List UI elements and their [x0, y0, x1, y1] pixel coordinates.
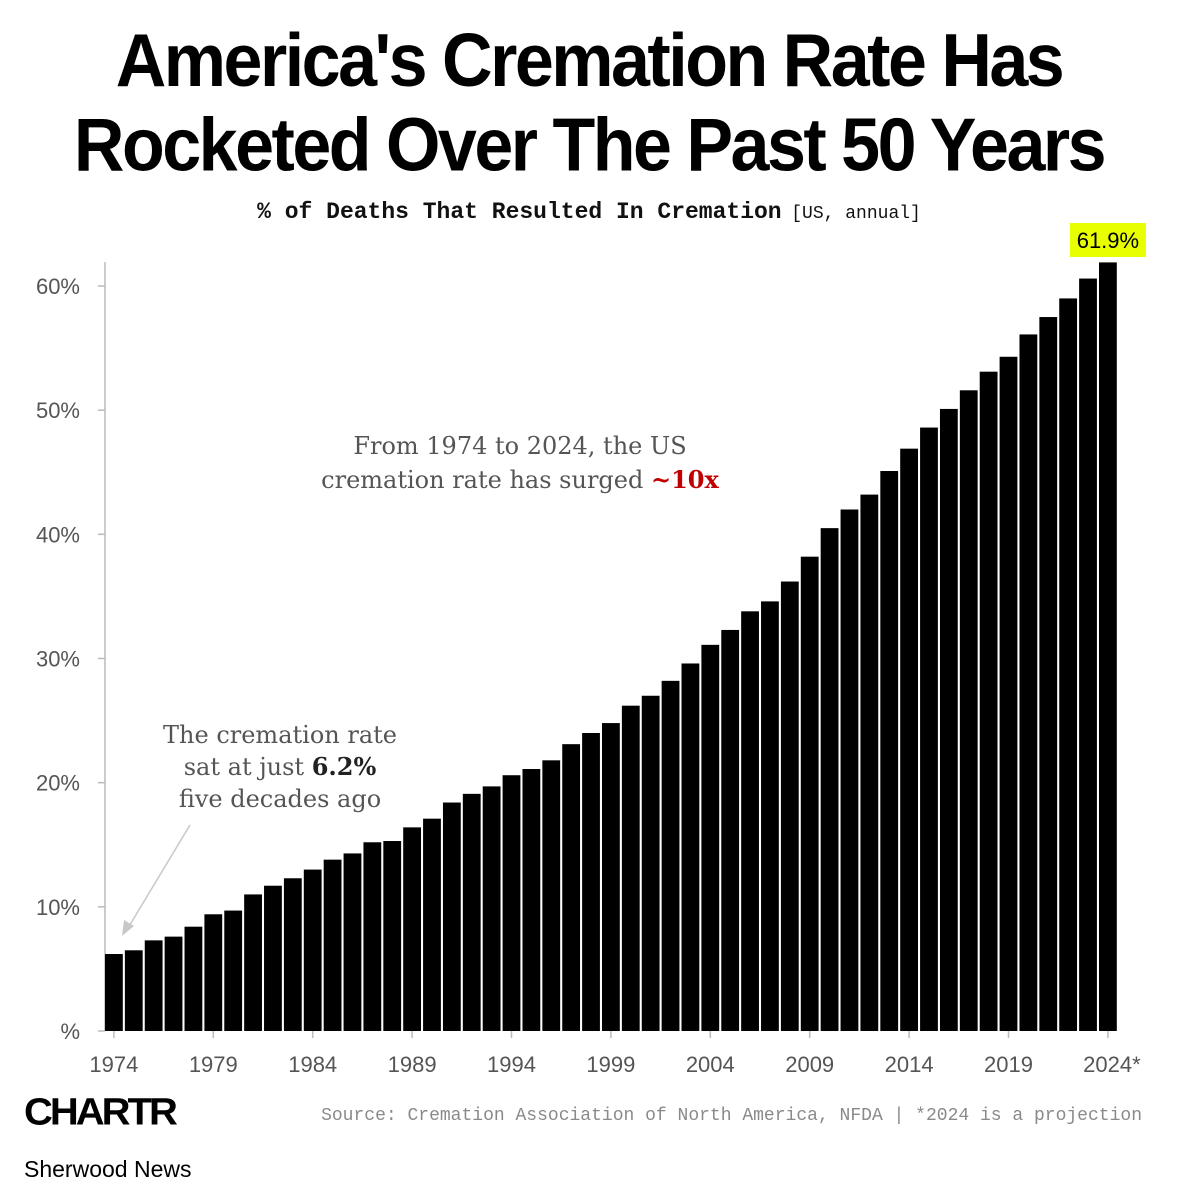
bar-1992	[462, 793, 481, 1031]
bar-group	[105, 262, 1117, 1032]
bar-1988	[383, 841, 402, 1031]
bar-2012	[860, 494, 879, 1032]
bar-1991	[442, 802, 461, 1031]
bar-2009	[800, 556, 819, 1031]
bar-2016	[939, 408, 958, 1031]
bar-1975	[124, 950, 143, 1031]
mid-annotation-line-1: From 1974 to 2024, the US	[353, 432, 686, 460]
left-annotation-line-3: five decades ago	[179, 785, 381, 813]
logo-text: CHARTR	[24, 1091, 178, 1133]
x-tick-label: 2009	[785, 1052, 834, 1077]
bar-2008	[780, 581, 799, 1031]
bar-2013	[880, 471, 899, 1031]
title-line-2: Rocketed Over The Past 50 Years	[73, 102, 1107, 187]
bar-2005	[721, 629, 740, 1031]
x-tick-label: 2019	[984, 1052, 1033, 1077]
y-tick-label: 50%	[36, 398, 80, 423]
chart-subtitle: % of Deaths That Resulted In Cremation […	[0, 199, 1178, 225]
bar-2018	[979, 371, 998, 1031]
mid-annotation-highlight: ~10x	[651, 465, 720, 494]
y-tick-label: 30%	[36, 647, 80, 672]
bar-1990	[423, 818, 441, 1031]
annotation-arrow-line	[127, 824, 191, 929]
chartr-logo: CHARTR	[24, 1091, 178, 1134]
y-tick-group: % 10% 20% 30% 40% 50% 60%	[36, 274, 105, 1044]
x-tick-label: 2014	[885, 1052, 934, 1077]
bar-2003	[681, 663, 700, 1031]
bar-2017	[959, 390, 978, 1031]
bar-2011	[840, 509, 859, 1031]
bar-1979	[204, 914, 223, 1031]
bar-1994	[502, 775, 521, 1031]
bar-2019	[999, 356, 1018, 1031]
annotation-arrow-head	[122, 920, 134, 936]
bar-1995	[522, 769, 541, 1031]
y-tick-label: 10%	[36, 895, 80, 920]
bar-1974	[105, 954, 123, 1031]
y-tick-label: 60%	[36, 274, 80, 299]
bar-1993	[482, 786, 501, 1031]
bar-1983	[283, 878, 302, 1031]
x-tick-label: 1994	[487, 1052, 536, 1077]
x-tick-label: 2024*	[1083, 1052, 1141, 1077]
bar-2020	[1019, 334, 1038, 1031]
mid-annotation: From 1974 to 2024, the US cremation rate…	[321, 432, 719, 494]
left-annotation-line-1: The cremation rate	[163, 721, 397, 749]
y-tick-label: 40%	[36, 522, 80, 547]
bar-1978	[184, 926, 203, 1031]
left-annotation: The cremation rate sat at just 6.2% five…	[122, 721, 397, 936]
x-tick-label: 2004	[686, 1052, 735, 1077]
publisher-name: Sherwood News	[24, 1156, 192, 1182]
bar-1982	[264, 885, 282, 1031]
bar-1977	[164, 936, 183, 1031]
x-tick-label: 1974	[89, 1052, 138, 1077]
last-value-text: 61.9%	[1077, 228, 1139, 253]
bar-1980	[224, 910, 243, 1031]
bar-2000	[621, 705, 640, 1031]
mid-annotation-line-2: cremation rate has surged ~10x	[321, 465, 719, 494]
subtitle-text: % of Deaths That Resulted In Cremation	[257, 199, 782, 225]
x-tick-group: 1974 1979 1984 1989 1994 1999 2004 2009 2014 2019…	[89, 1031, 1141, 1077]
bar-2002	[661, 680, 680, 1031]
bar-2006	[741, 611, 759, 1031]
bar-2023	[1079, 278, 1097, 1031]
bar-1998	[582, 733, 600, 1031]
bar-1999	[602, 723, 620, 1031]
bar-1976	[144, 940, 163, 1031]
bar-1984	[303, 869, 322, 1031]
bar-1996	[542, 760, 561, 1031]
bar-1986	[343, 853, 362, 1031]
bar-1985	[323, 859, 342, 1031]
y-tick-label: 20%	[36, 771, 80, 796]
bar-2004	[701, 644, 720, 1031]
bar-1987	[363, 842, 382, 1031]
bar-chart: % 10% 20% 30% 40% 50% 60% 1974 1979 1984 1989 1994…	[36, 223, 1146, 1077]
x-tick-label: 1984	[288, 1052, 337, 1077]
bar-2021	[1039, 317, 1058, 1031]
x-tick-label: 1979	[189, 1052, 238, 1077]
last-value-label: 61.9%	[1069, 223, 1146, 257]
chart-title: America's Cremation Rate Has Rocketed Ov…	[0, 18, 1178, 186]
bar-2014	[900, 448, 918, 1031]
bar-2024	[1099, 262, 1117, 1031]
source-note: Source: Cremation Association of North A…	[321, 1106, 1142, 1126]
bar-1981	[244, 894, 262, 1031]
subtitle-unit: [US, annual]	[791, 204, 921, 224]
left-annotation-line-2: sat at just 6.2%	[184, 752, 377, 781]
title-line-1: America's Cremation Rate Has	[115, 18, 1065, 103]
bar-2015	[920, 427, 938, 1031]
bar-2001	[641, 695, 660, 1031]
bar-1989	[403, 827, 421, 1031]
y-tick-label: %	[60, 1019, 80, 1044]
bar-2022	[1059, 298, 1078, 1031]
left-annotation-bold: 6.2%	[312, 752, 377, 781]
x-tick-label: 1999	[586, 1052, 635, 1077]
bar-1997	[562, 744, 581, 1031]
mid-annotation-prefix: cremation rate has surged	[321, 466, 651, 494]
left-annotation-prefix: sat at just	[184, 753, 312, 781]
bar-2010	[820, 528, 839, 1032]
x-tick-label: 1989	[388, 1052, 437, 1077]
bar-2007	[761, 601, 779, 1031]
